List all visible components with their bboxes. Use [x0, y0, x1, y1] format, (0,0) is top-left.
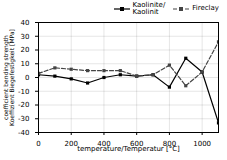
svg-text:-40: -40: [18, 129, 29, 137]
svg-text:-10: -10: [18, 87, 29, 95]
svg-text:0: 0: [25, 74, 29, 82]
svg-text:40: 40: [21, 19, 30, 27]
svg-text:20: 20: [21, 46, 30, 54]
svg-text:0: 0: [36, 140, 40, 148]
svg-text:temperature/Temperatur [°C]: temperature/Temperatur [°C]: [77, 145, 180, 153]
html-text:Kaolinite/ Kaolinit: Kaolinite/ Kaolinit: [132, 0, 166, 16]
svg-text:-20: -20: [18, 101, 29, 109]
svg-text:30: 30: [21, 32, 30, 40]
svg-text:coefficient bending strengthKo: coefficient bending strengthKoeffizient …: [2, 29, 16, 126]
svg-text:-30: -30: [18, 115, 29, 123]
html-text:Fireclay: Fireclay: [192, 4, 219, 13]
svg-text:1000: 1000: [193, 140, 211, 148]
svg-text:10: 10: [21, 60, 30, 68]
svg-text:200: 200: [65, 140, 78, 148]
